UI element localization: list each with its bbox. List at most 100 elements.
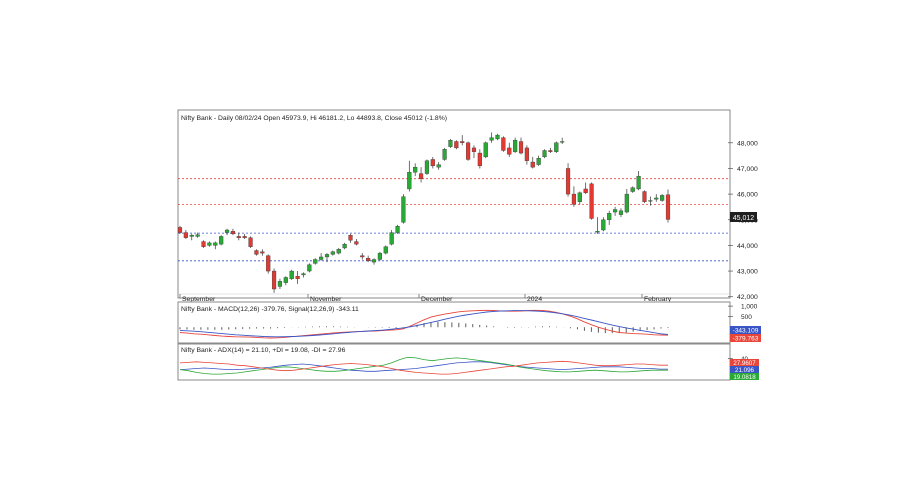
candles	[177, 132, 671, 293]
candle	[313, 258, 318, 265]
macd-series-line	[179, 310, 669, 338]
candle	[448, 138, 453, 148]
adx-lines	[179, 356, 668, 375]
candle	[589, 182, 594, 220]
candle	[477, 149, 482, 169]
candle	[507, 142, 512, 157]
candle	[183, 230, 188, 239]
minus-di-last-label: 27.9607	[733, 360, 756, 367]
candle	[266, 254, 271, 274]
candle	[236, 232, 241, 241]
macd-lines	[179, 309, 669, 339]
adx-last-label: 21.096	[735, 367, 754, 374]
candle	[219, 235, 224, 246]
candle	[330, 250, 335, 256]
candle	[436, 162, 441, 170]
candle	[324, 253, 330, 263]
candle	[495, 133, 500, 141]
candle	[301, 272, 306, 278]
candle	[336, 247, 341, 255]
plus-di-last-label: 19.0818	[733, 374, 756, 381]
candle	[601, 217, 606, 232]
price-y-tick-label: 43,000	[737, 269, 758, 276]
macd-y-axis: 1,000 500	[728, 304, 758, 321]
candle	[242, 233, 247, 239]
candle	[642, 190, 647, 204]
x-label-november: November	[310, 296, 342, 303]
candle	[230, 228, 236, 236]
candle	[430, 156, 435, 169]
candle	[348, 233, 353, 243]
macd-panel-title: Nifty Bank - MACD(12,26) -379.76, Signal…	[181, 306, 359, 313]
candle	[665, 189, 671, 223]
price-y-tick-label: 47,000	[737, 166, 758, 173]
candle	[371, 258, 377, 265]
candle	[424, 159, 430, 175]
macd-panel: Nifty Bank - MACD(12,26) -379.76, Signal…	[177, 301, 761, 344]
candle	[360, 253, 365, 260]
candle	[518, 137, 524, 155]
adx-series-line	[179, 360, 668, 375]
candle	[248, 236, 253, 248]
candle	[654, 194, 659, 202]
candle	[489, 132, 494, 143]
candle	[524, 145, 529, 165]
candle	[383, 245, 388, 255]
candle	[483, 141, 488, 159]
adx-panel-title: Nifty Bank - ADX(14) = 21.10, +DI = 19.0…	[181, 347, 346, 354]
candle	[283, 276, 288, 286]
candle	[454, 140, 459, 150]
candle	[471, 145, 477, 159]
candle	[418, 167, 424, 183]
adx-series-line	[179, 356, 668, 375]
x-label-2024: 2024	[527, 296, 542, 303]
candle	[542, 149, 547, 159]
price-y-tick-label: 42,000	[737, 294, 758, 301]
candle	[595, 217, 600, 234]
candle	[583, 182, 588, 195]
candle	[565, 163, 571, 197]
candle	[213, 241, 218, 250]
x-label-february: February	[644, 296, 672, 303]
candle	[636, 171, 641, 191]
candle	[466, 141, 471, 161]
candle	[577, 191, 582, 205]
candle	[501, 136, 506, 152]
candle	[254, 249, 259, 256]
candle	[289, 269, 294, 281]
candle	[536, 155, 541, 166]
candle	[554, 141, 559, 154]
candle	[624, 188, 629, 214]
candle	[395, 224, 400, 234]
candle	[307, 263, 312, 273]
candle	[377, 251, 382, 261]
candle	[224, 228, 230, 236]
adx-panel-frame	[177, 343, 731, 381]
candle	[513, 137, 518, 154]
adx-panel: Nifty Bank - ADX(14) = 21.10, +DI = 19.0…	[177, 343, 759, 381]
candle	[618, 208, 624, 218]
last-price-label: 45,012	[733, 215, 755, 222]
candle	[189, 233, 194, 241]
candle	[607, 210, 612, 225]
x-axis-labels: September November December 2024 Februar…	[179, 294, 672, 303]
price-panel-title: Nifty Bank - Daily 08/02/24 Open 45973.9…	[181, 115, 447, 122]
candle	[260, 249, 265, 256]
macd-y-tick-label: 1,000	[741, 304, 758, 311]
candle	[277, 278, 283, 290]
candle	[354, 238, 359, 246]
macd-panel-frame	[177, 301, 731, 344]
candle	[530, 156, 535, 169]
candle	[201, 240, 206, 248]
candle	[413, 163, 418, 177]
candle	[612, 206, 618, 216]
candle	[560, 137, 565, 145]
candle	[630, 186, 635, 193]
candle	[366, 255, 371, 263]
candle	[342, 242, 347, 250]
x-label-september: September	[182, 296, 216, 303]
candle	[177, 225, 183, 234]
candle	[648, 196, 653, 206]
candle	[460, 135, 465, 146]
